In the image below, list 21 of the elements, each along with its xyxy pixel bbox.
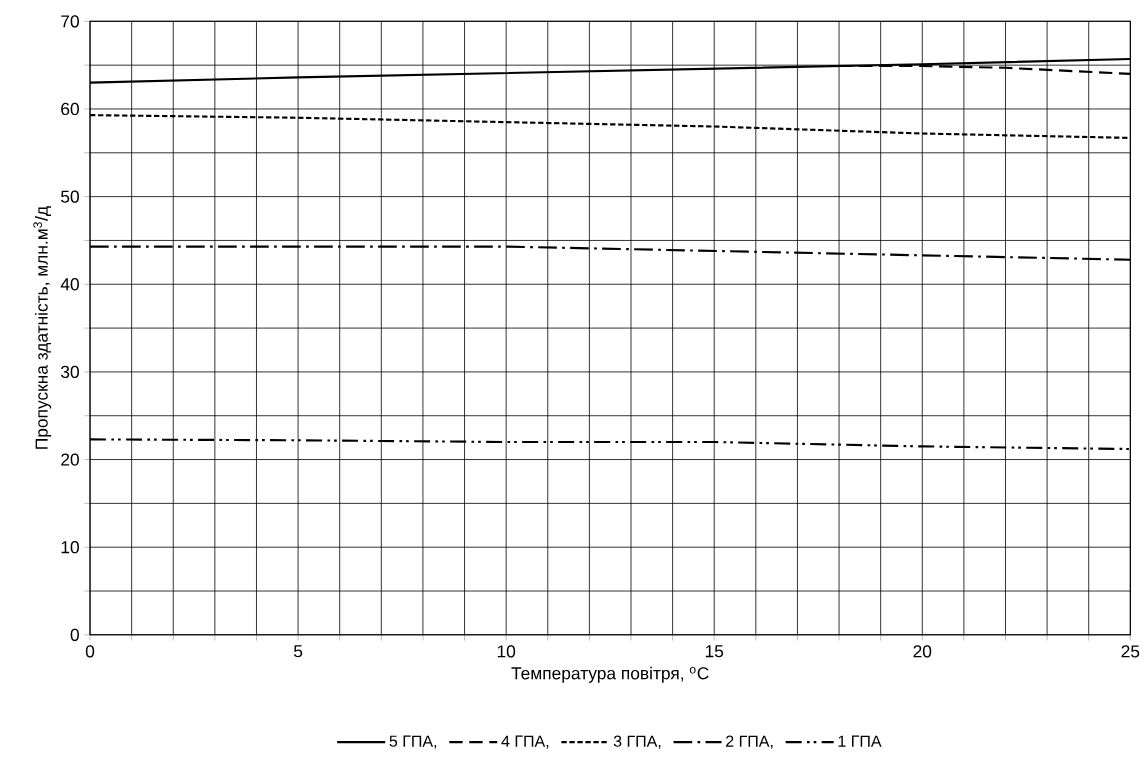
y-axis-title: Пропускна здатність, млн.м$^{3}$/д xyxy=(33,206,52,449)
x-tick-label: 20 xyxy=(913,645,932,658)
legend-label: 2 ГПА, xyxy=(726,735,773,749)
y-tick-label: 50 xyxy=(61,190,79,203)
y-tick-label: 10 xyxy=(61,541,79,554)
x-axis-title: Температура повітря, $^{o}$C xyxy=(511,666,709,683)
x-tick-label: 10 xyxy=(497,645,516,658)
y-tick-label: 40 xyxy=(60,278,79,291)
legend-label: 3 ГПА, xyxy=(613,735,661,749)
legend-label: 4 ГПА, xyxy=(501,735,549,749)
x-tick-label: 25 xyxy=(1121,645,1140,658)
y-tick-label: 0 xyxy=(70,628,79,642)
y-tick-label: 20 xyxy=(61,453,79,466)
x-tick-label: 15 xyxy=(705,645,724,658)
y-tick-label: 30 xyxy=(61,365,79,379)
y-tick-label: 60 xyxy=(61,102,79,116)
x-tick-label: 5 xyxy=(293,645,303,658)
legend-label: 1 ГПА xyxy=(838,735,882,747)
y-tick-label: 70 xyxy=(61,15,79,28)
legend-label: 5 ГПА, xyxy=(389,735,437,749)
x-tick-label: 0 xyxy=(85,645,95,658)
